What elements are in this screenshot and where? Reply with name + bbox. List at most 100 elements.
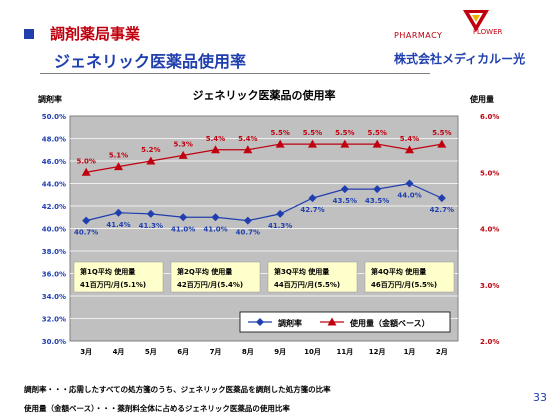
data-label: 42.7%: [430, 206, 454, 214]
y-right-tick-label: 3.0%: [480, 282, 499, 290]
y-right-axis-label: 使用量: [469, 94, 494, 104]
page-title: ジェネリック医薬品使用率: [54, 52, 247, 71]
quarter-note-value: 42百万円/月(5.4%): [177, 281, 243, 289]
y-left-tick-label: 38.0%: [42, 248, 66, 256]
data-label: 5.5%: [432, 129, 451, 137]
y-left-tick-label: 50.0%: [42, 113, 66, 121]
x-tick-label: 9月: [274, 348, 286, 356]
data-point-dispensing-rate: [340, 185, 349, 194]
page-number: 33: [533, 391, 547, 404]
data-point-dispensing-rate: [114, 208, 123, 217]
data-label: 5.3%: [173, 140, 192, 148]
data-label: 43.5%: [365, 197, 389, 205]
data-point-usage-amount: [308, 139, 317, 148]
y-left-tick-label: 48.0%: [42, 136, 66, 144]
data-label: 42.7%: [300, 206, 324, 214]
data-point-dispensing-rate: [211, 213, 220, 222]
quarter-note-box: [170, 261, 261, 293]
data-point-dispensing-rate: [405, 179, 414, 188]
x-tick-label: 3月: [80, 348, 92, 356]
data-point-usage-amount: [243, 145, 253, 154]
data-label: 5.5%: [335, 129, 354, 137]
y-left-tick-label: 34.0%: [42, 293, 66, 301]
quarter-note-box: [267, 261, 358, 293]
x-tick-label: 8月: [242, 348, 254, 356]
y-left-tick-label: 40.0%: [42, 226, 66, 234]
y-left-tick-label: 36.0%: [42, 271, 66, 279]
data-point-usage-amount: [437, 139, 447, 148]
x-tick-label: 4月: [113, 348, 125, 356]
data-point-usage-amount: [211, 145, 220, 154]
data-label: 5.0%: [76, 157, 95, 165]
company-logo-icon: [463, 10, 489, 32]
x-tick-label: 5月: [145, 348, 157, 356]
data-label: 41.4%: [106, 221, 130, 229]
data-label: 41.3%: [139, 222, 163, 230]
data-label: 5.4%: [238, 135, 257, 143]
x-tick-label: 2月: [436, 348, 448, 356]
pharmacy-label: PHARMACY: [394, 31, 443, 40]
quarter-note-title: 第4Q平均 使用量: [371, 267, 426, 276]
data-label: 40.7%: [236, 229, 260, 237]
data-point-dispensing-rate: [146, 209, 155, 218]
quarter-note-value: 46百万円/月(5.5%): [371, 281, 437, 289]
data-point-usage-amount: [340, 139, 350, 148]
data-label: 44.0%: [397, 192, 421, 200]
y-right-tick-label: 2.0%: [480, 338, 499, 346]
data-label: 41.0%: [171, 225, 195, 233]
data-point-dispensing-rate: [243, 216, 252, 225]
x-tick-label: 11月: [336, 348, 353, 356]
legend-box: [239, 311, 451, 333]
flower-label: FLOWER: [473, 28, 503, 36]
x-tick-label: 12月: [369, 348, 386, 356]
data-label: 5.5%: [270, 129, 289, 137]
data-label: 5.4%: [206, 135, 225, 143]
data-point-dispensing-rate: [308, 194, 317, 203]
section-title: 調剤薬局事業: [50, 25, 141, 43]
y-left-tick-label: 44.0%: [42, 181, 66, 189]
x-tick-label: 7月: [210, 348, 222, 356]
data-label: 41.0%: [203, 225, 227, 233]
quarter-note-title: 第3Q平均 使用量: [274, 267, 329, 276]
y-left-axis-label: 調剤率: [38, 94, 62, 104]
x-tick-label: 1月: [404, 348, 416, 356]
data-point-usage-amount: [275, 139, 285, 148]
y-left-tick-label: 46.0%: [42, 158, 66, 166]
legend-label-usage-amount: 使用量（金額ベース）: [349, 318, 430, 328]
data-point-usage-amount: [405, 145, 414, 154]
legend-label-dispensing-rate: 調剤率: [278, 318, 302, 328]
y-right-tick-label: 6.0%: [480, 113, 499, 121]
legend-marker-dispensing-rate: [256, 318, 264, 326]
footnote-dispensing-rate: 調剤率・・・応需したすべての処方箋のうち、ジェネリック医薬品を調剤した処方箋の比…: [24, 385, 331, 394]
y-right-tick-label: 4.0%: [480, 226, 499, 234]
data-label: 5.5%: [367, 129, 386, 137]
series-line: [86, 143, 442, 173]
legend-marker-usage-amount: [327, 317, 337, 326]
data-point-dispensing-rate: [373, 185, 382, 194]
data-label: 41.3%: [268, 222, 292, 230]
data-label: 5.2%: [141, 146, 160, 154]
data-point-dispensing-rate: [276, 209, 285, 218]
x-tick-label: 10月: [304, 348, 321, 356]
series-line: [86, 182, 443, 222]
footnote-usage-amount: 使用量（金額ベース）・・・薬剤料全体に占めるジェネリック医薬品の使用比率: [24, 404, 290, 413]
title-bullet: [24, 29, 34, 39]
data-label: 5.4%: [400, 135, 419, 143]
data-point-dispensing-rate: [82, 216, 91, 225]
data-label: 43.5%: [333, 197, 357, 205]
quarter-note-value: 41百万円/月(5.1%): [80, 281, 146, 289]
data-point-usage-amount: [114, 162, 123, 171]
data-label: 40.7%: [74, 229, 98, 237]
y-right-tick-label: 5.0%: [480, 169, 499, 177]
quarter-note-box: [364, 261, 455, 293]
data-label: 5.1%: [109, 152, 128, 160]
quarter-note-value: 44百万円/月(5.5%): [274, 281, 340, 289]
chart-title: ジェネリック医薬品の使用率: [193, 88, 336, 102]
data-point-usage-amount: [146, 156, 156, 165]
quarter-note-title: 第2Q平均 使用量: [177, 267, 232, 276]
quarter-note-box: [73, 261, 164, 293]
company-name: 株式会社メディカルー光: [394, 52, 526, 66]
y-left-tick-label: 30.0%: [42, 338, 66, 346]
y-left-tick-label: 32.0%: [42, 316, 66, 324]
